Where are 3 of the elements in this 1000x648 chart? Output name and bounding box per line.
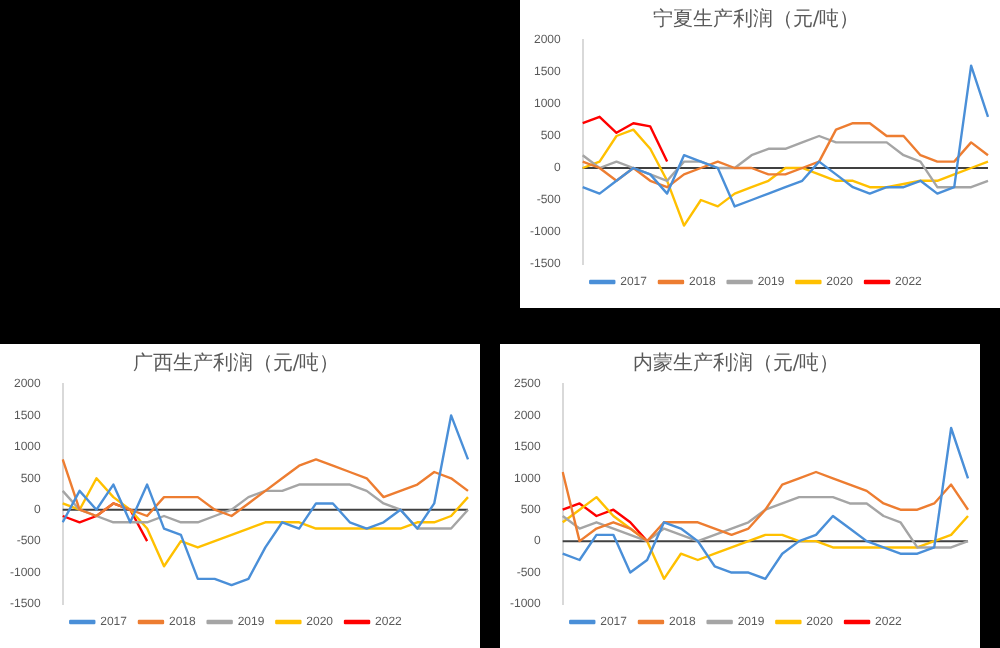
- chart-title: 广西生产利润（元/吨）: [132, 351, 340, 376]
- chart-title: 内蒙生产利润（元/吨）: [632, 351, 840, 376]
- chart-title: 宁夏生产利润（元/吨）: [652, 7, 860, 32]
